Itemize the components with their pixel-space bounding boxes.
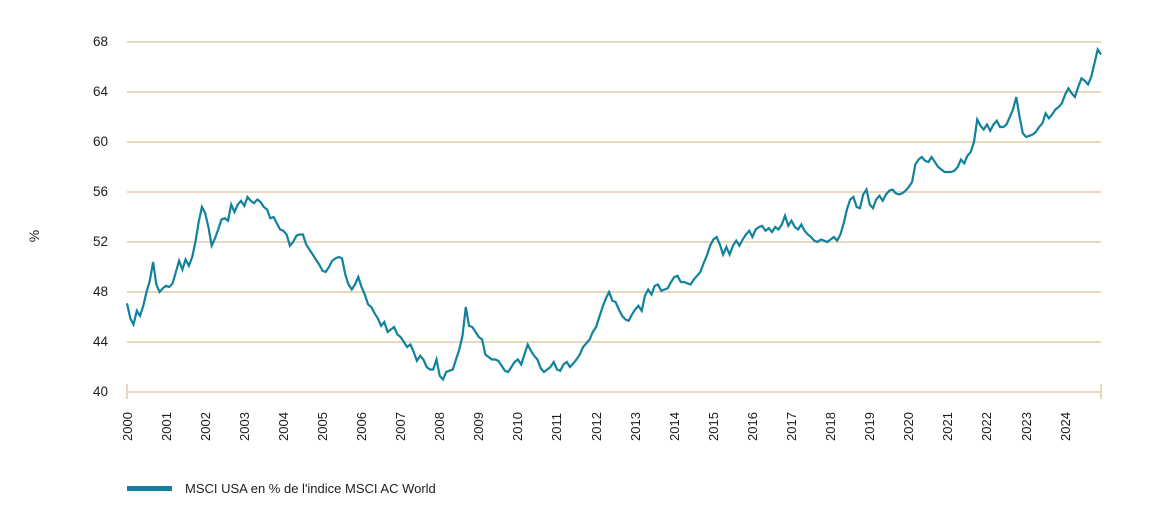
x-axis-tick-label: 2002 bbox=[197, 412, 213, 441]
x-axis-tick-label: 2023 bbox=[1018, 412, 1034, 441]
gridline bbox=[127, 41, 1101, 43]
x-axis-tick-label: 2014 bbox=[666, 412, 682, 441]
x-axis-tick-label: 2007 bbox=[393, 412, 409, 441]
x-axis-tick-label: 2024 bbox=[1057, 412, 1073, 441]
x-axis-tick-label: 2015 bbox=[705, 412, 721, 441]
gridline bbox=[127, 241, 1101, 243]
x-axis-tick-label: 2006 bbox=[354, 412, 370, 441]
x-axis-tick-label: 2004 bbox=[275, 412, 291, 441]
x-axis-tick-label: 2005 bbox=[314, 412, 330, 441]
axis-end-tick bbox=[126, 384, 128, 399]
x-axis-tick-label: 2013 bbox=[627, 412, 643, 441]
x-axis-tick-label: 2001 bbox=[158, 412, 174, 441]
x-axis-tick-label: 2019 bbox=[862, 412, 878, 441]
x-axis-tick-label: 2012 bbox=[588, 412, 604, 441]
y-axis-tick-label: 64 bbox=[92, 84, 108, 99]
legend-line-swatch bbox=[127, 485, 172, 491]
axis-end-tick bbox=[1100, 384, 1102, 399]
legend: MSCI USA en % de l'indice MSCI AC World bbox=[127, 480, 436, 496]
x-axis-tick-label: 2016 bbox=[744, 412, 760, 441]
x-axis-tick-label: 2003 bbox=[236, 412, 252, 441]
x-axis-tick-label: 2017 bbox=[784, 412, 800, 441]
y-axis-tick-label: 40 bbox=[92, 384, 108, 399]
x-axis-tick-label: 2011 bbox=[549, 413, 565, 441]
gridline bbox=[127, 191, 1101, 193]
x-axis-tick-label: 2020 bbox=[901, 412, 917, 441]
x-axis-tick-label: 2022 bbox=[979, 412, 995, 441]
y-axis-tick-label: 68 bbox=[92, 34, 108, 49]
gridline bbox=[127, 291, 1101, 293]
y-axis-tick-label: 48 bbox=[92, 284, 108, 299]
y-axis-tick-label: 60 bbox=[92, 134, 108, 149]
x-axis-tick-label: 2010 bbox=[510, 412, 526, 441]
x-axis-tick-label: 2000 bbox=[119, 412, 135, 441]
legend-label: MSCI USA en % de l'indice MSCI AC World bbox=[185, 480, 436, 496]
gridline bbox=[127, 91, 1101, 93]
gridline bbox=[127, 141, 1101, 143]
x-axis-tick-label: 2021 bbox=[940, 412, 956, 441]
x-axis-tick-label: 2008 bbox=[432, 412, 448, 441]
y-axis-tick-label: 52 bbox=[92, 234, 108, 249]
msci-usa-share-line bbox=[125, 46, 1102, 382]
x-axis-tick-label: 2018 bbox=[823, 412, 839, 441]
gridline bbox=[127, 341, 1101, 343]
y-axis-tick-label: 44 bbox=[92, 334, 108, 349]
x-axis-tick-label: 2009 bbox=[471, 412, 487, 441]
y-axis-tick-label: 56 bbox=[92, 184, 108, 199]
x-axis-line bbox=[127, 391, 1101, 393]
